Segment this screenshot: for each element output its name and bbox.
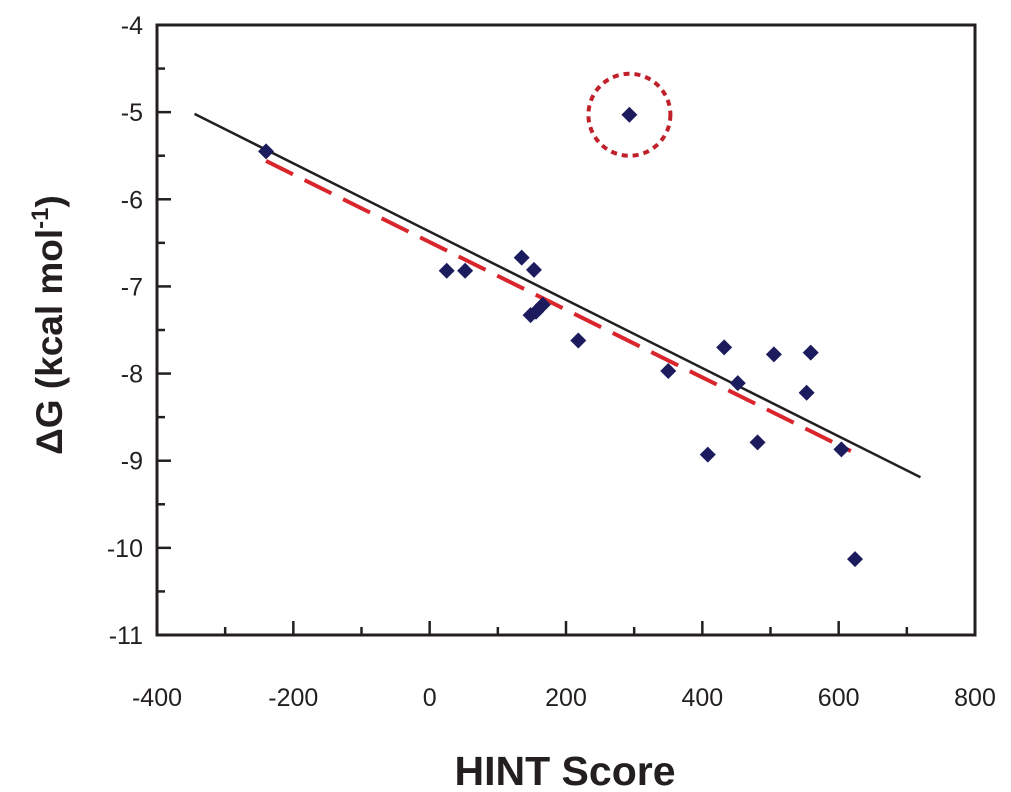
data-point [729, 375, 746, 392]
regression-line-excluding-outlier [265, 159, 852, 453]
data-point [525, 261, 542, 278]
x-tick-label: 0 [423, 684, 437, 712]
data-point [802, 344, 819, 361]
y-tick-label: -7 [121, 273, 143, 301]
data-point [765, 346, 782, 363]
x-tick-label: 200 [545, 684, 587, 712]
data-point [716, 339, 733, 356]
x-axis-title: HINT Score [455, 748, 676, 792]
data-point [699, 446, 716, 463]
data-point [749, 434, 766, 451]
data-point [833, 441, 850, 458]
y-tick-label: -4 [121, 12, 143, 40]
plot-frame [155, 23, 977, 637]
data-point [847, 551, 864, 568]
x-tick-label: 400 [681, 684, 723, 712]
y-axis-title-end: ) [29, 195, 70, 207]
y-tick-label: -9 [121, 448, 143, 476]
y-axis-title-main: ΔG (kcal mol [29, 229, 70, 455]
x-tick-label: -400 [132, 684, 182, 712]
x-tick-label: -200 [268, 684, 318, 712]
data-point [513, 249, 530, 266]
y-axis-title: ΔG (kcal mol-1) [27, 195, 70, 455]
y-axis-title-sup: -1 [27, 207, 54, 228]
data-point [457, 262, 474, 279]
data-point [660, 362, 677, 379]
data-point [570, 332, 587, 349]
y-tick-label: -8 [121, 361, 143, 389]
data-point [621, 106, 638, 123]
data-point [258, 143, 275, 160]
data-point [438, 262, 455, 279]
y-tick-label: -5 [121, 99, 143, 127]
outlier-circle [586, 71, 673, 158]
x-tick-label: 600 [818, 684, 860, 712]
data-point [534, 296, 551, 313]
data-point [798, 384, 815, 401]
x-tick-label: 800 [954, 684, 996, 712]
y-tick-label: -11 [109, 622, 143, 650]
y-tick-label: -6 [121, 186, 143, 214]
y-tick-label: -10 [107, 535, 143, 563]
regression-line-all [193, 112, 922, 479]
